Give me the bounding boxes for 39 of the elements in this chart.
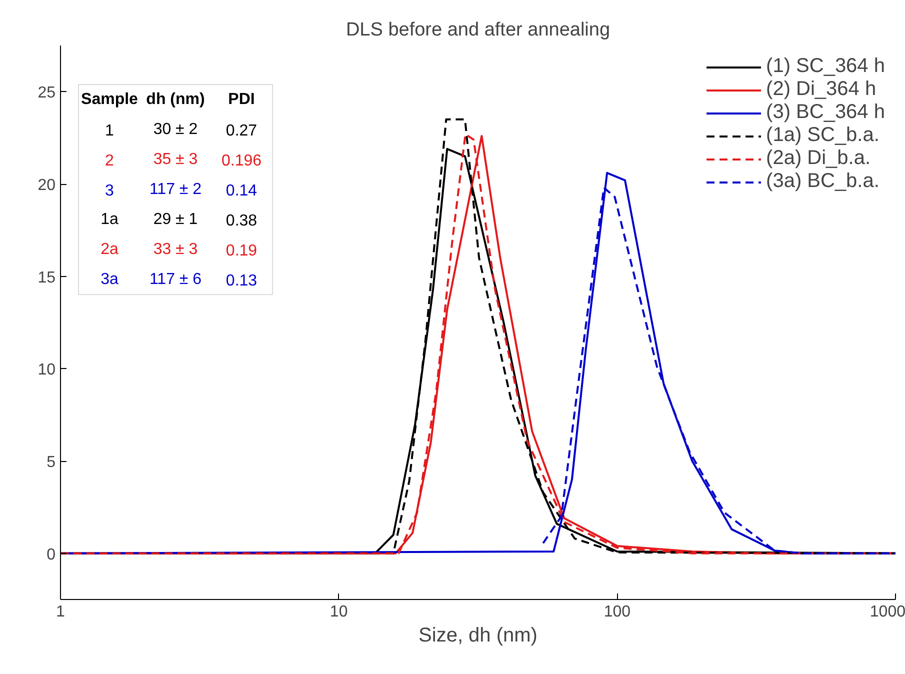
y-tick-label: 20 [38,177,56,194]
legend-label: (2) Di_364 h [766,78,876,101]
annotation: 35 ± 3 [153,151,198,168]
y-tick-label: 0 [46,546,56,564]
legend-label: (1a) SC_b.a. [766,124,880,147]
annotation: 2 [105,152,114,170]
annotation: 0.13 [226,272,258,290]
annotation: dh (nm) [146,91,205,108]
legend-label: (1) SC_364 h [766,55,885,78]
legend-label: (2a) Di_b.a. [766,147,871,170]
annotation: 2a [100,241,118,258]
x-tick-label: 100 [604,604,631,620]
y-tick-label: 10 [38,362,56,379]
x-axis-title: Size, dh (nm) [418,624,538,646]
legend-label: (3) BC_364 h [766,101,885,124]
x-tick-label: 1 [56,604,66,620]
annotation: 117 ± 6 [149,271,202,288]
chart-title: DLS before and after annealing [346,20,610,40]
annotation: 3a [100,271,118,288]
annotation: 0.14 [226,182,258,200]
annotation: 33 ± 3 [153,241,198,258]
annotation: 117 ± 2 [149,181,202,198]
y-tick-label: 5 [46,454,56,471]
y-tick-label: 25 [38,84,56,102]
annotation: Sample [81,91,138,108]
annotation: 1 [105,122,114,140]
annotation: 1a [100,211,118,228]
annotation: 3 [105,182,114,200]
y-tick-label: 15 [38,269,56,286]
annotation: 0.19 [226,242,258,260]
annotation: 29 ± 1 [153,211,198,228]
x-tick-label: 1000 [870,604,905,620]
legend-label: (3a) BC_b.a. [766,170,880,193]
annotation: 0.196 [221,152,262,170]
x-tick-label: 10 [330,604,348,620]
annotation: 0.27 [226,122,258,140]
annotation: 30 ± 2 [153,121,198,138]
annotation: PDI [228,91,255,108]
annotation: 0.38 [226,212,258,230]
